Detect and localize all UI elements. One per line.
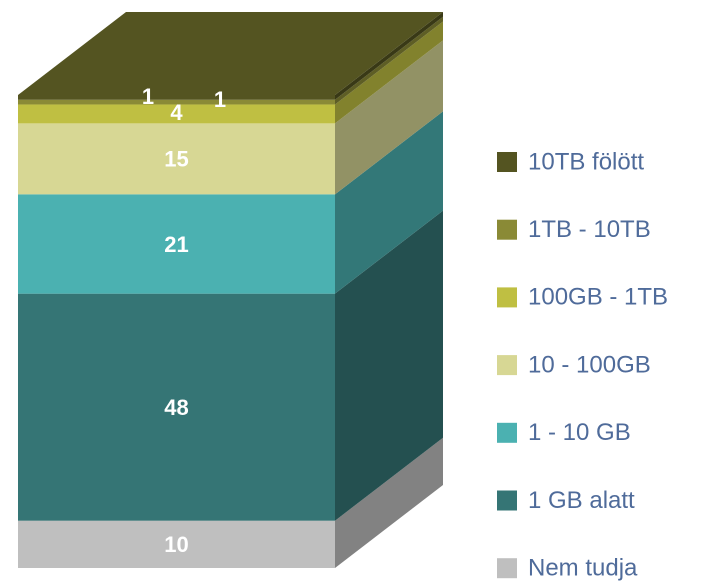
bar-side [335, 437, 443, 568]
legend-swatch [497, 152, 517, 172]
value-label: 1 [142, 84, 154, 109]
bar-side [335, 40, 443, 195]
bar-segment [18, 104, 335, 124]
bar-segment [18, 520, 335, 568]
legend-label: 1 GB alatt [528, 487, 635, 514]
bar-side [335, 16, 443, 105]
bar-side [335, 210, 443, 521]
legend-swatch [497, 558, 517, 579]
bar-top [18, 12, 443, 95]
legend-swatch [497, 355, 517, 376]
bar-segment [18, 99, 335, 105]
bar-side [335, 12, 443, 100]
bar-side [335, 21, 443, 124]
bar-segment [18, 123, 335, 195]
value-label: 1 [214, 87, 226, 112]
legend-label: 100GB - 1TB [528, 284, 668, 311]
value-label: 10 [164, 532, 188, 557]
value-label: 21 [164, 232, 188, 257]
legend-swatch [497, 219, 517, 240]
legend-swatch [497, 422, 517, 443]
bar-side [335, 111, 443, 294]
legend-label: 10TB fölött [528, 148, 644, 175]
bar-segment [18, 95, 335, 100]
legend-label: 1TB - 10TB [528, 216, 651, 243]
bar-segment [18, 194, 335, 294]
legend-label: 1 - 10 GB [528, 419, 631, 446]
legend-swatch [497, 287, 517, 308]
value-label: 48 [164, 395, 188, 420]
legend-label: Nem tudja [528, 555, 638, 581]
value-label: 15 [164, 147, 188, 172]
legend-swatch [497, 490, 517, 511]
legend-label: 10 - 100GB [528, 351, 651, 378]
bar-segment [18, 293, 335, 521]
value-label: 4 [170, 100, 183, 125]
